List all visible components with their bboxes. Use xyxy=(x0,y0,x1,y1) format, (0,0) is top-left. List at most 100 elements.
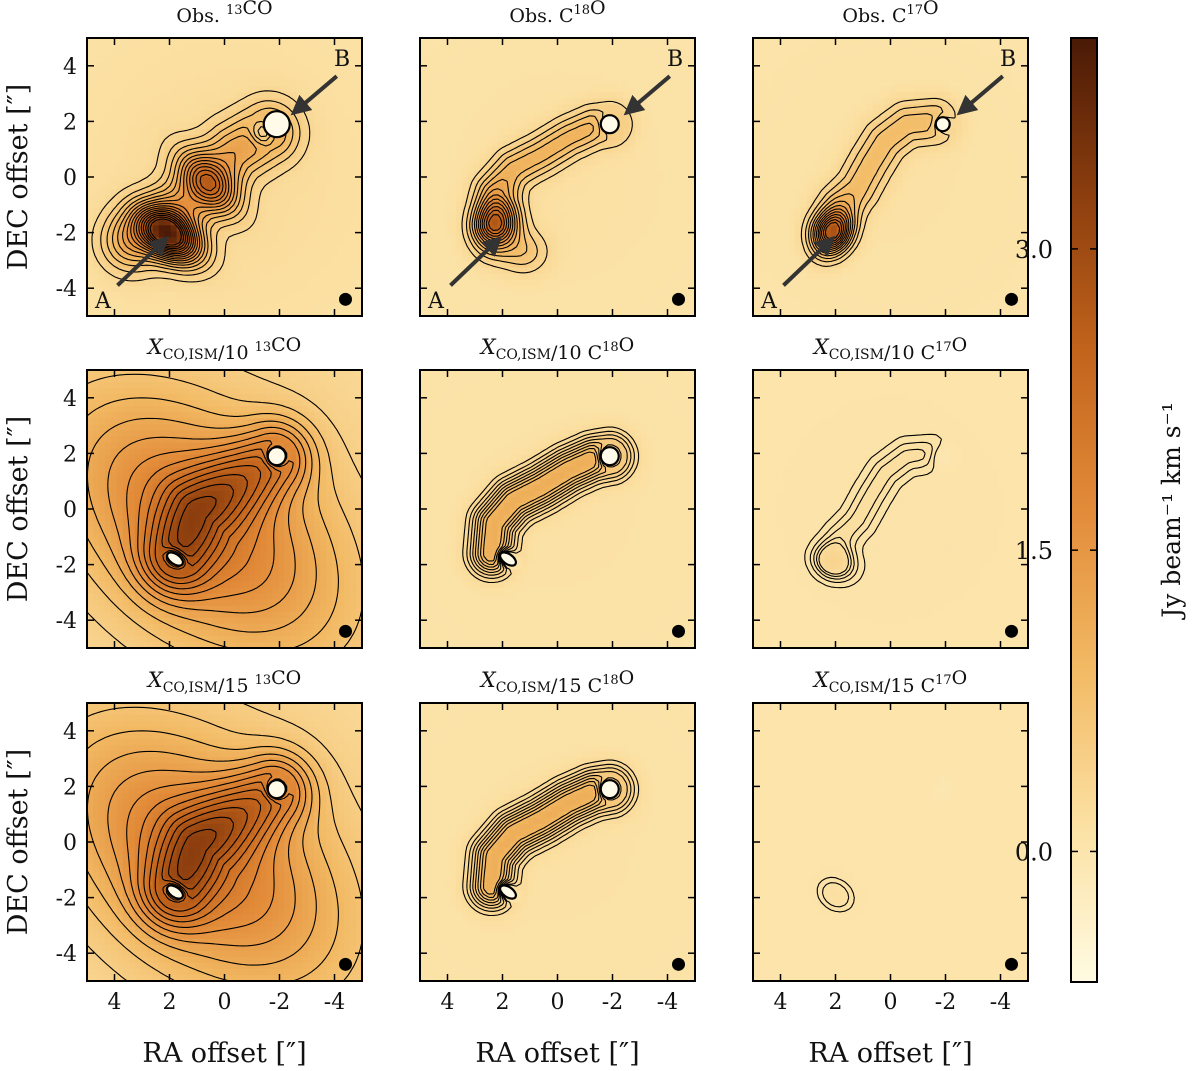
contour-line xyxy=(483,451,597,562)
x-axis-label: RA offset [″] xyxy=(808,1038,972,1069)
beam-ellipse xyxy=(1005,624,1018,638)
source-a-hole xyxy=(165,884,185,900)
contour-line xyxy=(809,441,933,583)
contour-line xyxy=(462,759,640,917)
contour-line xyxy=(804,105,944,263)
panel-1: A B 4 2 0 -2 -4 Obs. 13CO xyxy=(56,0,363,317)
source-label-b: B xyxy=(667,47,683,72)
y-tick-label: 0 xyxy=(63,166,77,191)
arrow-to-b xyxy=(290,74,339,116)
x-tick-label: -4 xyxy=(324,990,345,1015)
contour-line xyxy=(137,440,294,595)
contour-line xyxy=(107,426,307,614)
y-axis-label: DEC offset [″] xyxy=(3,749,34,935)
source-label-a: A xyxy=(94,289,112,314)
contour-line xyxy=(815,536,852,578)
contour-line xyxy=(808,113,933,260)
beam-ellipse xyxy=(339,624,352,638)
contour-line xyxy=(154,465,262,579)
contour-line xyxy=(87,750,317,966)
arrow-to-a xyxy=(449,235,503,287)
contour-line xyxy=(137,773,294,928)
x-tick-label: 2 xyxy=(163,990,177,1015)
x-tick-label: 0 xyxy=(551,990,565,1015)
contour-line xyxy=(477,444,603,568)
panel-title: Obs. 13CO xyxy=(176,0,272,27)
y-axis-label: DEC offset [″] xyxy=(3,84,34,270)
contour-line xyxy=(469,115,601,257)
y-tick-label: 2 xyxy=(63,110,77,135)
arrow-to-b xyxy=(956,74,1005,116)
contour-line xyxy=(87,373,362,648)
x-tick-label: -2 xyxy=(935,990,956,1015)
beam-ellipse xyxy=(1005,292,1018,306)
contour-line xyxy=(87,730,339,981)
x-tick-label: 4 xyxy=(108,990,122,1015)
contour-line xyxy=(140,173,217,253)
x-tick-label: 2 xyxy=(496,990,510,1015)
contour-line xyxy=(177,828,217,880)
source-a-hole xyxy=(165,551,185,567)
panel-title: XCO,ISM/10 13CO xyxy=(146,334,302,364)
arrow-to-b xyxy=(623,74,672,116)
beam-ellipse xyxy=(672,624,685,638)
y-tick-label: 2 xyxy=(63,442,77,467)
y-tick-label: -2 xyxy=(56,554,77,579)
x-tick-label: 4 xyxy=(441,990,455,1015)
colorbar: 3.0 1.5 0.0 Jy beam⁻¹ km s⁻¹ xyxy=(1015,37,1186,983)
source-a-hole xyxy=(498,551,518,567)
source-b-hole xyxy=(599,779,620,800)
panel-title: Obs. C18O xyxy=(509,0,605,27)
contour-line xyxy=(480,780,600,898)
contour-line xyxy=(91,90,311,283)
beam-ellipse xyxy=(672,292,685,306)
colorbar-tick-label: 1.5 xyxy=(1015,537,1053,565)
colorbar-tick-label: 3.0 xyxy=(1015,236,1053,264)
panel-3: A B Obs. C17O xyxy=(752,0,1029,317)
y-tick-label: -4 xyxy=(56,609,77,634)
source-label-a: A xyxy=(760,289,778,314)
source-a-hole xyxy=(498,884,518,900)
y-tick-label: 4 xyxy=(63,387,77,412)
arrow-to-a xyxy=(782,235,836,287)
contour-line xyxy=(100,100,301,276)
contour-line xyxy=(107,759,307,947)
contour-line xyxy=(485,209,505,235)
contour-line xyxy=(122,152,236,264)
beam-ellipse xyxy=(672,957,685,971)
contour-line xyxy=(154,798,262,912)
y-tick-label: 0 xyxy=(63,498,77,523)
contour-line xyxy=(161,474,248,567)
y-tick-label: 2 xyxy=(63,775,77,800)
beam-ellipse xyxy=(1005,957,1018,971)
contour-line xyxy=(821,882,850,908)
panel-title: XCO,ISM/10 C17O xyxy=(812,334,968,364)
source-b-hole xyxy=(266,779,287,800)
contour-line xyxy=(472,770,628,906)
y-tick-label: 0 xyxy=(63,831,77,856)
panel-4: 4 2 0 -2 -4 XCO,ISM/10 13CO xyxy=(56,334,363,649)
y-tick-label: -4 xyxy=(56,277,77,302)
panel-title: XCO,ISM/15 C17O xyxy=(812,667,968,697)
y-tick-label: 4 xyxy=(63,720,77,745)
contour-line xyxy=(481,202,510,240)
colorbar-label: Jy beam⁻¹ km s⁻¹ xyxy=(1157,402,1186,621)
contour-line xyxy=(168,483,235,557)
panel-8: 4 2 0 -2 -4 XCO,ISM/15 C18O xyxy=(419,667,696,1015)
contour-line xyxy=(87,417,317,633)
contour-line xyxy=(480,447,600,565)
contour-line xyxy=(488,214,503,231)
panel-title: XCO,ISM/15 C18O xyxy=(479,667,635,697)
x-tick-label: -2 xyxy=(602,990,623,1015)
source-b-hole xyxy=(934,116,951,133)
y-axis-label: DEC offset [″] xyxy=(3,416,34,602)
beam-ellipse xyxy=(339,292,352,306)
source-label-b: B xyxy=(1000,47,1016,72)
contour-line xyxy=(804,433,942,589)
x-axis-label: RA offset [″] xyxy=(142,1038,306,1069)
panel-9: 4 2 0 -2 -4 XCO,ISM/15 C17O xyxy=(752,667,1029,1015)
contour-line xyxy=(800,97,956,267)
beam-ellipse xyxy=(339,957,352,971)
source-b-hole xyxy=(599,114,620,135)
